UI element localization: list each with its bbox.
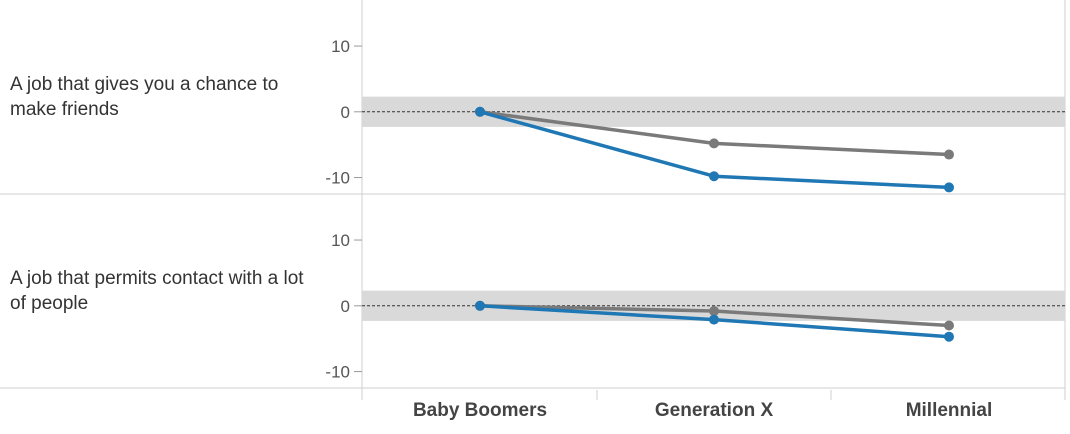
y-tick-label: 0 — [341, 103, 350, 122]
data-point-blue — [475, 300, 485, 311]
y-tick-label: 10 — [331, 231, 350, 250]
data-point-blue — [475, 106, 485, 117]
data-point-gray — [944, 149, 954, 160]
data-point-gray — [709, 306, 719, 317]
row-label-friends: A job that gives you a chance to make fr… — [10, 74, 279, 120]
x-category-label: Generation X — [655, 400, 774, 421]
data-point-blue — [944, 182, 954, 193]
y-tick-label: -10 — [325, 363, 350, 382]
y-tick-label: 0 — [341, 297, 350, 316]
data-point-blue — [709, 171, 719, 182]
y-tick-label: -10 — [325, 169, 350, 188]
data-point-blue — [944, 331, 954, 342]
x-category-label: Millennial — [906, 400, 993, 421]
x-category-label: Baby Boomers — [413, 400, 547, 421]
panel-0: 10 0 -10 — [325, 37, 1065, 193]
data-point-blue — [709, 314, 719, 325]
data-point-gray — [944, 320, 954, 331]
y-tick-label: 10 — [331, 37, 350, 56]
panel-1: 10 0 -10 — [325, 231, 1065, 382]
data-point-gray — [709, 138, 719, 149]
row-label-contact: A job that permits contact with a lot of… — [10, 268, 304, 314]
